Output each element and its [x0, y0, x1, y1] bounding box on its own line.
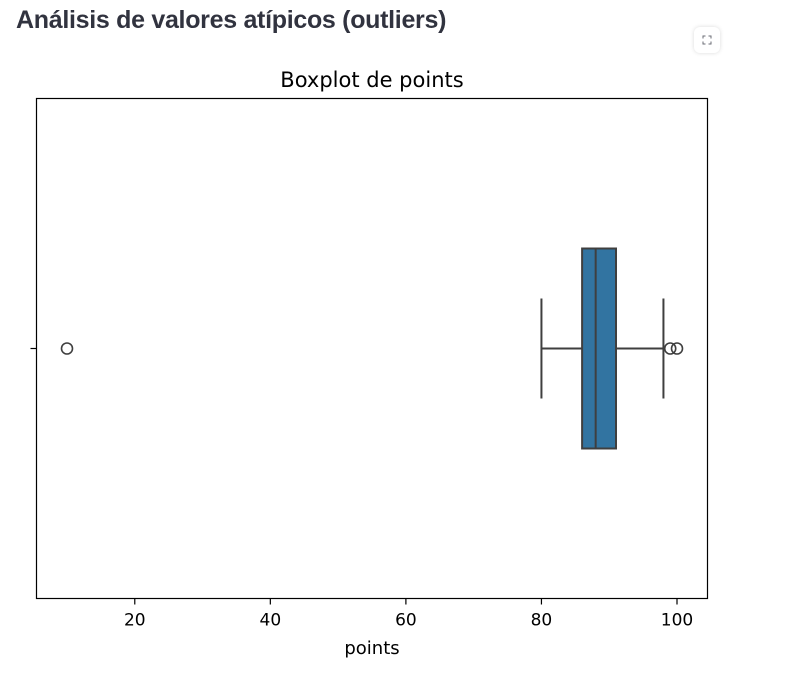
- outlier-point-0: [60, 342, 74, 355]
- outlier-point-2: [670, 342, 684, 355]
- chart-title: Boxplot de points: [280, 68, 463, 92]
- x-axis-label: points: [344, 638, 399, 659]
- x-tick-label-3: 80: [531, 611, 553, 631]
- iqr-box: [581, 247, 617, 450]
- x-tick-label-1: 40: [260, 611, 282, 631]
- x-tick-label-2: 60: [395, 611, 417, 631]
- outlier-point-1: [663, 342, 677, 355]
- fullscreen-button[interactable]: [694, 27, 720, 53]
- fullscreen-icon: [702, 35, 712, 45]
- page-title: Análisis de valores atípicos (outliers): [16, 6, 447, 34]
- x-tick-label-0: 20: [124, 611, 146, 631]
- x-tick-label-4: 100: [661, 611, 693, 631]
